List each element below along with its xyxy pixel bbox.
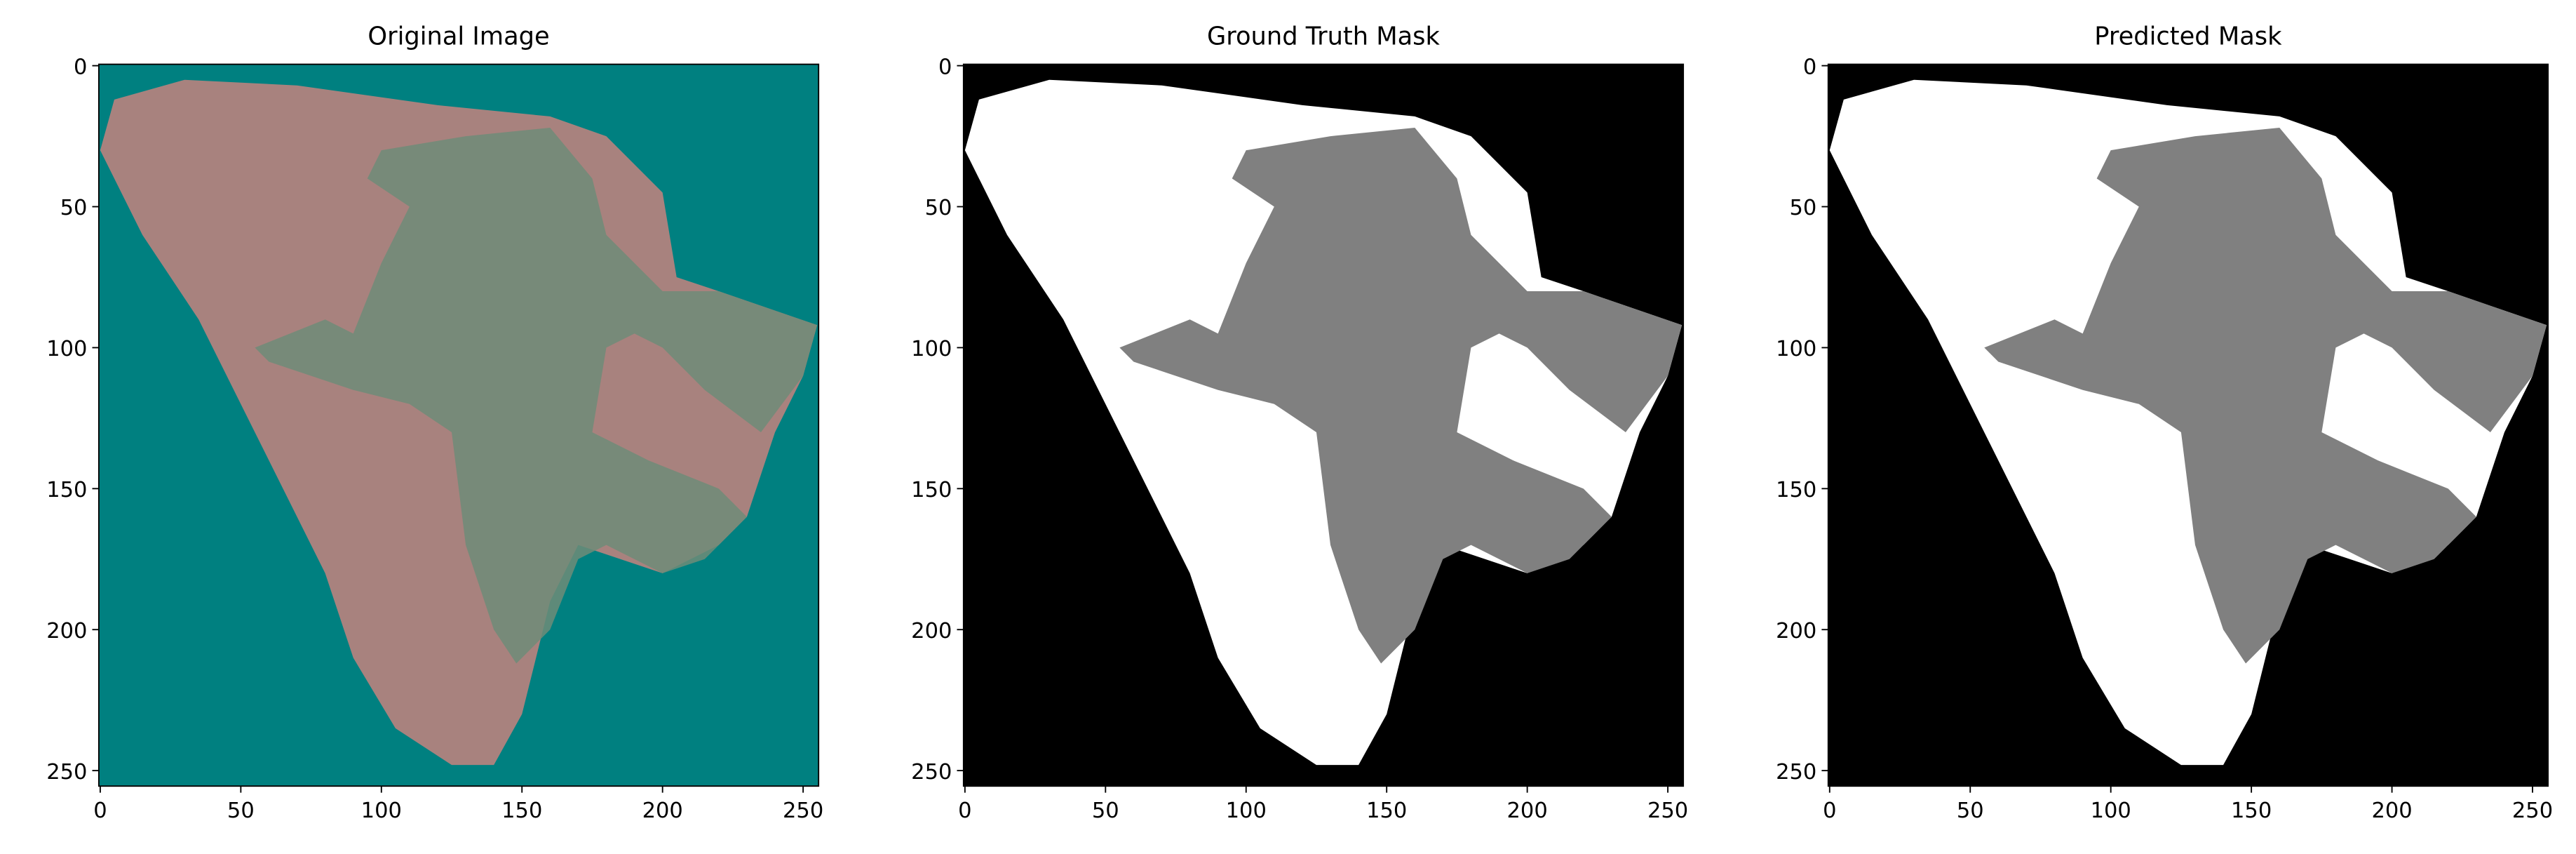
axes-frame [1827, 63, 2549, 787]
y-tick-label: 200 [911, 619, 952, 643]
y-tick-label: 50 [1790, 196, 1817, 220]
x-tick-label: 50 [1957, 799, 1984, 823]
y-tick-label: 0 [1803, 55, 1816, 79]
image-original [98, 64, 819, 787]
y-tick-label: 250 [911, 760, 952, 785]
x-tick-label: 0 [1823, 799, 1836, 823]
y-tick-label: 150 [46, 478, 87, 502]
y-tick-label: 250 [46, 760, 87, 785]
panel-title: Ground Truth Mask [1207, 22, 1441, 51]
x-tick-label: 150 [501, 799, 542, 823]
image-ground-truth [963, 64, 1684, 787]
y-tick-label: 100 [911, 337, 952, 361]
x-tick-label: 150 [1366, 799, 1407, 823]
y-tick-label: 50 [60, 196, 88, 220]
axes-frame [962, 63, 1685, 787]
y-tick-label: 200 [1776, 619, 1816, 643]
x-tick-label: 200 [642, 799, 683, 823]
panel-title: Predicted Mask [2094, 22, 2282, 51]
x-tick-label: 100 [2091, 799, 2131, 823]
y-tick-label: 0 [74, 55, 87, 79]
y-tick-label: 150 [911, 478, 952, 502]
y-tick-label: 150 [1776, 478, 1816, 502]
y-tick-label: 50 [925, 196, 952, 220]
x-tick-label: 250 [2512, 799, 2553, 823]
x-tick-label: 250 [1647, 799, 1688, 823]
y-tick-label: 250 [1776, 760, 1816, 785]
x-tick-label: 200 [2371, 799, 2412, 823]
axes-frame [97, 63, 820, 787]
x-tick-label: 200 [1507, 799, 1548, 823]
x-tick-label: 100 [361, 799, 402, 823]
x-tick-label: 0 [958, 799, 971, 823]
image-predicted [1828, 64, 2549, 787]
x-tick-label: 50 [1092, 799, 1119, 823]
x-tick-label: 50 [227, 799, 255, 823]
x-tick-label: 250 [783, 799, 823, 823]
x-tick-label: 0 [93, 799, 107, 823]
y-tick-label: 100 [46, 337, 87, 361]
y-tick-label: 0 [938, 55, 952, 79]
panel-title: Original Image [367, 22, 549, 51]
y-tick-label: 100 [1776, 337, 1816, 361]
y-tick-label: 200 [46, 619, 87, 643]
x-tick-label: 100 [1226, 799, 1267, 823]
x-tick-label: 150 [2231, 799, 2272, 823]
